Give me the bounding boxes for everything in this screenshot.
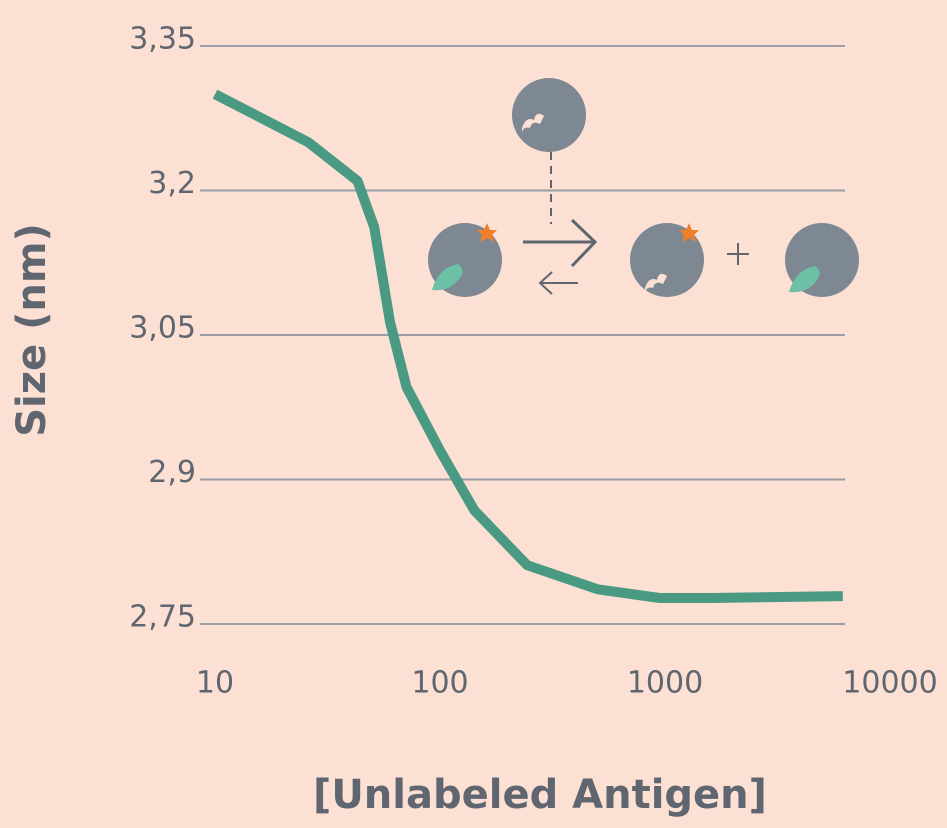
- x-axis-title: [Unlabeled Antigen]: [313, 772, 767, 818]
- x-tick-label: 100: [411, 666, 468, 701]
- y-tick-label: 3,2: [148, 166, 196, 201]
- x-tick-label: 1000: [627, 666, 703, 701]
- free-antibody: [512, 78, 586, 152]
- y-axis-title: Size (nm): [9, 223, 55, 437]
- x-tick-label: 10: [196, 666, 234, 701]
- y-tick-label: 3,35: [129, 22, 196, 57]
- chart: [Unlabeled Antigen] Size (nm) 2,75 2,9 3,0…: [0, 0, 947, 828]
- y-tick-label: 3,05: [129, 311, 196, 346]
- background: [0, 0, 947, 828]
- x-tick-label: 10000: [842, 666, 937, 701]
- y-tick-label: 2,9: [148, 455, 196, 490]
- y-tick-label: 2,75: [129, 600, 196, 635]
